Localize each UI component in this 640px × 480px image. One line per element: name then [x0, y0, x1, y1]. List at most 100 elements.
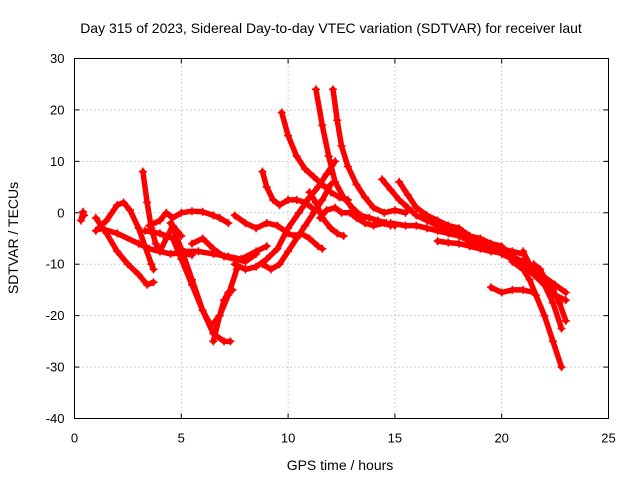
y-axis-label: SDTVAR / TECUs [5, 182, 21, 294]
data-point [339, 193, 348, 202]
data-point [275, 260, 284, 269]
data-point [155, 247, 164, 256]
x-tick-label: 25 [601, 431, 615, 446]
series-sat-z [508, 257, 566, 372]
data-point [465, 234, 474, 243]
data-point [318, 180, 327, 189]
data-point [525, 275, 534, 284]
y-tick-label: 20 [50, 102, 64, 117]
data-point [198, 207, 207, 216]
data-point [80, 211, 89, 220]
data-point [378, 175, 387, 184]
data-point [369, 203, 378, 212]
data-point [326, 224, 335, 233]
data-point [433, 226, 442, 235]
data-point [314, 242, 323, 251]
series-sat-r [328, 85, 410, 217]
y-tick-label: -30 [46, 360, 65, 375]
data-point [301, 221, 310, 230]
data-point [91, 213, 100, 222]
data-point [290, 231, 299, 240]
x-tick-label: 10 [281, 431, 295, 446]
data-point [519, 265, 528, 274]
data-point [328, 85, 337, 94]
y-tick-label: 0 [57, 205, 64, 220]
data-point [79, 207, 88, 216]
data-point [337, 141, 346, 150]
series-sat-v [395, 177, 506, 251]
data-point [113, 229, 122, 238]
y-tick-label: 10 [50, 154, 64, 169]
data-point [198, 306, 207, 315]
data-point [369, 221, 378, 230]
data-point [454, 239, 463, 248]
chart-title: Day 315 of 2023, Sidereal Day-to-day VTE… [80, 20, 582, 36]
data-point [134, 224, 143, 233]
y-tick-label: -10 [46, 257, 65, 272]
data-point [145, 221, 154, 230]
data-point [307, 203, 316, 212]
data-point [487, 283, 496, 292]
data-point [262, 242, 271, 251]
data-point [294, 208, 303, 217]
data-point [395, 177, 404, 186]
data-point [194, 247, 203, 256]
data-point [262, 183, 271, 192]
data-point [352, 180, 361, 189]
data-point [497, 288, 506, 297]
data-point [386, 185, 395, 194]
data-point [324, 152, 333, 161]
data-point [284, 195, 293, 204]
data-point [401, 208, 410, 217]
data-point [557, 324, 566, 333]
data-point [275, 201, 284, 210]
data-point [339, 231, 348, 240]
series-sat-t [305, 188, 348, 240]
data-point [444, 229, 453, 238]
data-point [309, 208, 318, 217]
series-sat-n [230, 211, 327, 253]
series-sat-p [277, 108, 352, 204]
series-line [330, 86, 409, 216]
data-point [241, 219, 250, 228]
data-point [228, 285, 237, 294]
y-tick-label: -20 [46, 308, 65, 323]
series-line [146, 208, 232, 229]
series-layer [76, 85, 570, 372]
data-point [403, 190, 412, 199]
data-point [269, 195, 278, 204]
data-point [508, 257, 517, 266]
data-point [209, 337, 218, 346]
data-point [252, 247, 261, 256]
data-point [237, 255, 246, 264]
data-point [519, 285, 528, 294]
data-point [352, 213, 361, 222]
data-point [252, 262, 261, 271]
data-point [145, 244, 154, 253]
data-point [215, 213, 224, 222]
series-sat-c [91, 213, 158, 289]
data-point [209, 211, 218, 220]
x-axis-label: GPS time / hours [287, 457, 394, 473]
y-tick-label: 30 [50, 51, 64, 66]
data-point [333, 229, 342, 238]
data-point [403, 203, 412, 212]
data-point [331, 203, 340, 212]
data-point [230, 211, 239, 220]
data-point [134, 239, 143, 248]
data-point [422, 211, 431, 220]
data-point [412, 221, 421, 230]
data-point [284, 229, 293, 238]
data-point [296, 229, 305, 238]
data-point [224, 288, 233, 297]
series-sat-ac [529, 260, 570, 325]
data-point [557, 363, 566, 372]
x-tick-label: 0 [71, 431, 78, 446]
data-point [519, 247, 528, 256]
data-point [166, 249, 175, 258]
data-point [76, 216, 85, 225]
data-point [497, 249, 506, 258]
data-point [540, 311, 549, 320]
